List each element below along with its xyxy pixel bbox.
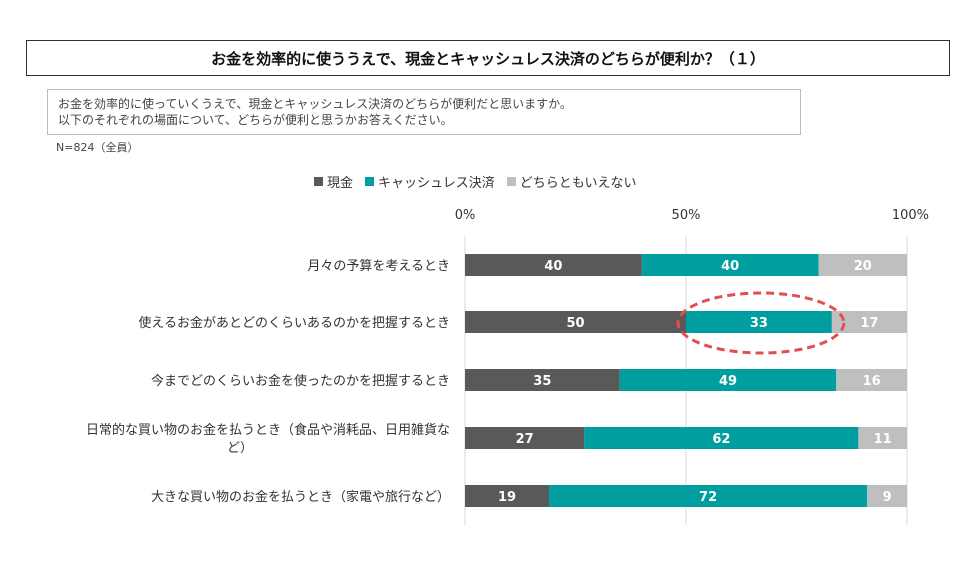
bar-segment: [858, 427, 907, 449]
data-label: 16: [863, 374, 881, 389]
data-label: 62: [712, 432, 730, 447]
bar-segment: [867, 485, 907, 507]
bar-segment: [465, 427, 585, 449]
question-box: お金を効率的に使っていくうえで、現金とキャッシュレス決済のどちらが便利だと思いま…: [47, 89, 801, 135]
bar-segment: [465, 311, 686, 333]
bar-segment: [686, 311, 832, 333]
x-tick-label: 100%: [892, 208, 929, 223]
legend-label: どちらともいえない: [519, 176, 637, 191]
legend-label: キャッシュレス決済: [378, 176, 495, 191]
category-label: 使えるお金があとどのくらいあるのかを把握するとき: [138, 315, 450, 331]
data-label: 11: [874, 432, 892, 447]
legend-item: 現金: [314, 172, 353, 191]
x-tick-label: 0%: [455, 208, 476, 223]
bar-segment: [619, 369, 837, 391]
data-label: 20: [854, 259, 872, 274]
title-box: お金を効率的に使ううえで、現金とキャッシュレス決済のどちらが便利か？（１）: [26, 40, 950, 76]
legend-swatch: [365, 177, 375, 186]
legend: 現金 キャッシュレス決済 どちらともいえない: [314, 172, 637, 191]
data-label: 49: [719, 374, 737, 389]
data-label: 17: [860, 316, 878, 331]
question-line-2: 以下のそれぞれの場面について、どちらが便利と思うかお答えください。: [58, 113, 453, 127]
x-tick-label: 50%: [672, 208, 701, 223]
sample-size-note: N=824（全員）: [56, 141, 139, 154]
legend-item: キャッシュレス決済: [365, 172, 495, 191]
category-label: 日常的な買い物のお金を払うとき（食品や消耗品、日用雑貨な: [86, 422, 450, 438]
question-line-1: お金を効率的に使っていくうえで、現金とキャッシュレス決済のどちらが便利だと思いま…: [58, 97, 572, 111]
legend-label: 現金: [327, 176, 354, 191]
bar-segment: [641, 254, 819, 276]
bar-segment: [831, 311, 907, 333]
bar-segment: [584, 427, 859, 449]
data-label: 40: [544, 259, 562, 274]
bar-segment: [465, 369, 620, 391]
bar-segment: [836, 369, 907, 391]
bar-segment: [818, 254, 907, 276]
bar-segment: [465, 485, 549, 507]
data-label: 33: [750, 316, 768, 331]
category-label: ど）: [227, 441, 253, 456]
data-label: 27: [516, 432, 534, 447]
data-label: 35: [533, 374, 551, 389]
highlight-ellipse: [676, 291, 846, 355]
legend-swatch: [314, 177, 323, 186]
chart-title: お金を効率的に使ううえで、現金とキャッシュレス決済のどちらが便利か？（１）: [211, 49, 765, 68]
data-label: 9: [883, 490, 892, 505]
data-label: 72: [699, 490, 717, 505]
category-label: 今までどのくらいお金を使ったのかを把握するとき: [151, 373, 450, 389]
legend-item: どちらともいえない: [506, 172, 637, 191]
bar-segment: [548, 485, 868, 507]
data-label: 19: [498, 490, 516, 505]
bar-segment: [465, 254, 642, 276]
legend-swatch: [506, 177, 516, 186]
category-label: 大きな買い物のお金を払うとき（家電や旅行など）: [151, 489, 450, 505]
category-label: 月々の予算を考えるとき: [307, 259, 450, 274]
data-label: 40: [721, 259, 739, 274]
data-label: 50: [566, 316, 584, 331]
